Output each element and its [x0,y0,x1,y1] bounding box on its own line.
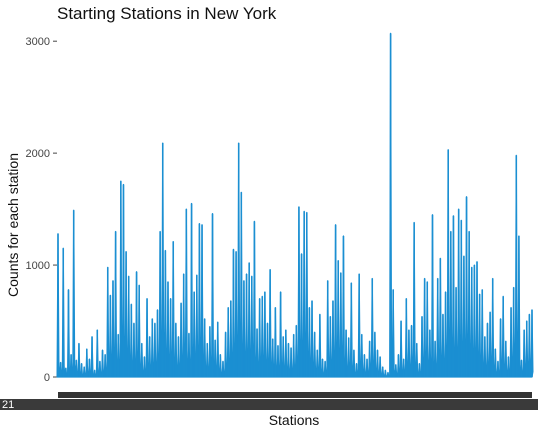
series-group [56,32,534,378]
y-tick-label: 3000 [26,36,50,48]
x-tick-marks-band [58,392,532,398]
y-axis: 0 1000 2000 3000 [26,36,57,384]
x-axis: 21 [0,392,538,411]
x-axis-label: Stations [268,412,320,428]
y-tick-label: 2000 [26,148,50,160]
chart-title: Starting Stations in New York [57,4,277,23]
x-tick-label-first: 21 [2,399,14,411]
x-tick-labels-overlap [0,399,538,410]
y-tick-label: 1000 [26,260,50,272]
y-tick-label: 0 [44,372,50,384]
